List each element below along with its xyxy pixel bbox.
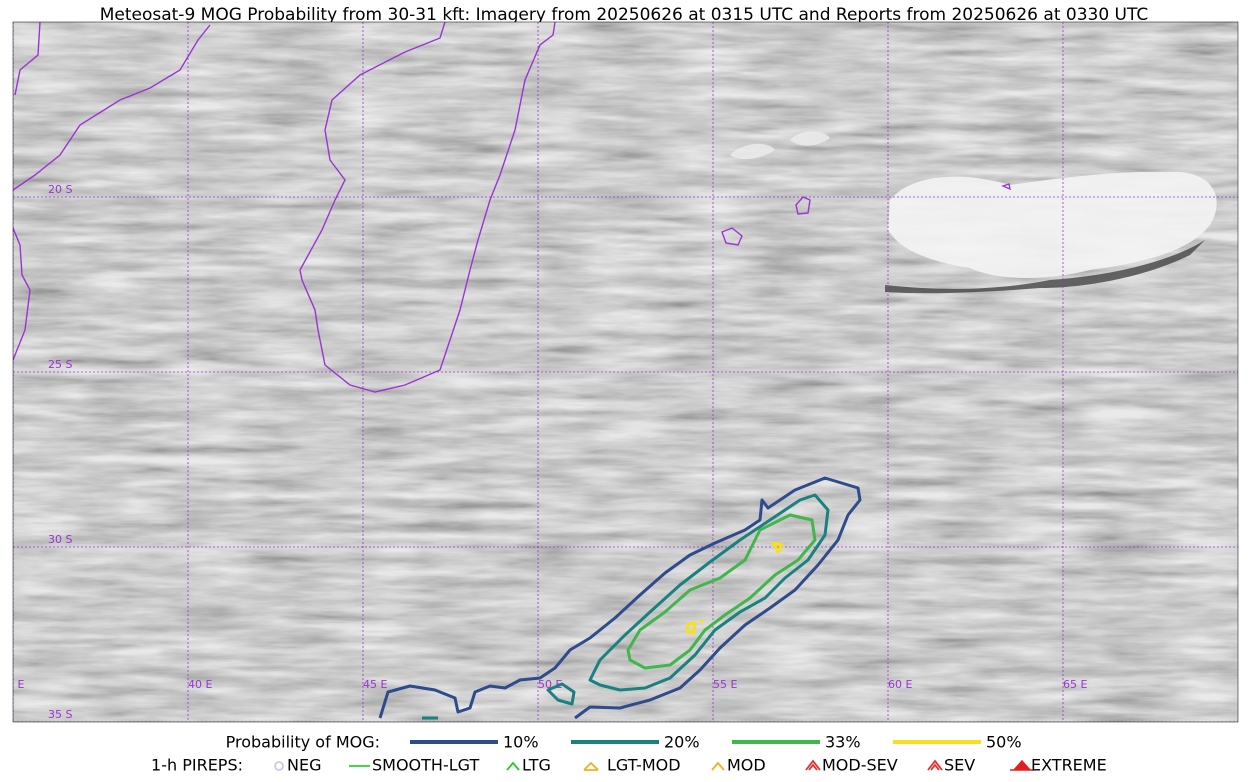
legend-title: Probability of MOG: (226, 733, 380, 752)
contour-10 (378, 476, 862, 720)
contour-33 (626, 513, 817, 670)
legend-label: 33% (825, 733, 861, 752)
pirep-icon (805, 759, 821, 771)
map: 35 E 40 E 45 E 50 E 55 E 60 E 65 E20 S25 S30 S… (0, 22, 1238, 722)
contour-50 (685, 541, 784, 635)
legend-title: 1-h PIREPS: (151, 756, 243, 775)
pirep-icon (711, 761, 725, 771)
lat-label: 35 S (48, 708, 72, 721)
title: Meteosat-9 MOG Probability from 30-31 kf… (100, 5, 1149, 25)
legend-label: 20% (664, 733, 700, 752)
lat-label: 20 S (48, 183, 72, 196)
contour-20 (422, 493, 830, 720)
coastline-africa (13, 22, 41, 361)
lon-label: 45 E (363, 678, 387, 691)
lon-label: 40 E (188, 678, 212, 691)
coastline-islands (721, 183, 1011, 246)
pirep-label: SEV (944, 756, 975, 775)
pirep-label: MOD (727, 756, 766, 775)
coastline-africa (13, 24, 211, 191)
cloud-shadow (885, 240, 1205, 294)
coastline-madagascar (299, 22, 556, 393)
legend-label: 10% (503, 733, 539, 752)
cloud (888, 171, 1217, 278)
lat-label: 25 S (48, 358, 72, 371)
pirep-label: LTG (522, 756, 551, 775)
pirep-label: EXTREME (1031, 756, 1107, 775)
lon-label: 35 E (0, 678, 24, 691)
pirep-label: LGT-MOD (607, 756, 681, 775)
pirep-icon (274, 761, 284, 771)
lat-label: 30 S (48, 533, 72, 546)
pirep-icon (583, 761, 599, 771)
lon-label: 55 E (713, 678, 737, 691)
pirep-icon (506, 761, 520, 771)
lon-label: 60 E (888, 678, 912, 691)
pirep-icon (927, 759, 943, 771)
pirep-label: MOD-SEV (822, 756, 898, 775)
pirep-label: SMOOTH-LGT (372, 756, 479, 775)
pirep-icon (1010, 759, 1034, 771)
pirep-label: NEG (287, 756, 321, 775)
map-frame (12, 21, 1239, 723)
legend-label: 50% (986, 733, 1022, 752)
lon-label: 65 E (1063, 678, 1087, 691)
cloud (730, 131, 830, 160)
